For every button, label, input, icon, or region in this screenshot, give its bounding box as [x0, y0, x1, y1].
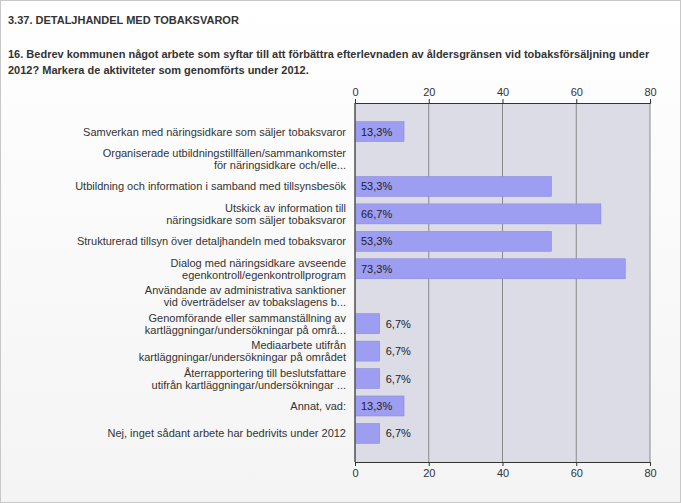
x-axis-top: 0 20 40 60 80 — [352, 86, 656, 104]
axis-line — [355, 103, 356, 462]
tick: Användande av administrativa sanktionerv… — [145, 284, 355, 308]
category-label: Dialog med näringsidkare avseendeegenkon… — [171, 257, 347, 281]
tick-mark — [429, 462, 430, 466]
category-label: Återrapportering till beslutsfattareutif… — [152, 367, 346, 391]
tick-mark — [355, 462, 356, 466]
tick: 20 — [423, 86, 435, 103]
bar — [355, 423, 380, 443]
data-label: 53,3% — [361, 235, 392, 247]
tick: Annat, vad: — [290, 400, 355, 412]
tick-mark — [503, 99, 504, 103]
axis-line — [356, 463, 651, 467]
bar — [355, 369, 380, 389]
grid — [355, 103, 650, 462]
tick: Strukturerad tillsyn över detaljhandeln … — [77, 235, 355, 247]
chart: 3.37. DETALJHANDEL MED TOBAKSVAROR 16. Be… — [0, 0, 681, 503]
data-label: 6,7% — [386, 373, 411, 385]
data-label: 53,3% — [361, 180, 392, 192]
frame — [1, 1, 681, 503]
data-label: 66,7% — [361, 208, 392, 220]
bar — [355, 341, 380, 361]
grid-line — [650, 103, 651, 462]
category-label: Annat, vad: — [290, 400, 346, 412]
data-labels: 13,3% 53,3% 66,7% 53,3% 73,3% 6,7% 6,7% 6,7% 13,… — [361, 126, 411, 440]
tick: Mediaarbete utifrånkartläggningar/unders… — [139, 339, 355, 363]
category-label: Användande av administrativa sanktionerv… — [145, 284, 347, 308]
tick: Återrapportering till beslutsfattareutif… — [152, 367, 355, 391]
title: 3.37. DETALJHANDEL MED TOBAKSVAROR — [8, 14, 239, 26]
grid-line — [355, 103, 356, 462]
tick-label: 60 — [571, 467, 583, 479]
data-label: 13,3% — [361, 400, 392, 412]
tick-mark — [503, 462, 504, 466]
grid-line — [576, 103, 577, 462]
tick: Dialog med näringsidkare avseendeegenkon… — [171, 257, 356, 281]
tick: 80 — [644, 462, 656, 479]
grid-line — [502, 103, 503, 462]
tick: Utskick av information tillnäringsidkare… — [166, 202, 355, 226]
tick: Samverkan med näringsidkare som säljer t… — [83, 126, 355, 138]
category-label: Utskick av information tillnäringsidkare… — [166, 202, 346, 226]
tick: 20 — [423, 462, 435, 479]
tick-label: 0 — [352, 467, 358, 479]
data-label: 6,7% — [386, 345, 411, 357]
tick: Genomförande eller sammanställning avkar… — [145, 312, 355, 336]
data-label: 13,3% — [361, 126, 392, 138]
tick-mark — [650, 462, 651, 466]
tick-mark — [650, 99, 651, 103]
bar — [355, 176, 552, 196]
tick-label: 60 — [571, 86, 583, 98]
tick-mark — [576, 462, 577, 466]
tick: 60 — [571, 86, 583, 103]
category-label: Utbildning och information i samband med… — [75, 180, 346, 192]
tick-label: 20 — [423, 86, 435, 98]
tick-label: 0 — [352, 86, 358, 98]
subtitle: 16. Bedrev kommunen något arbete som syf… — [8, 48, 650, 76]
tick-label: 40 — [497, 467, 509, 479]
tick: 0 — [352, 462, 358, 479]
data-label: 6,7% — [386, 427, 411, 439]
bar — [355, 314, 380, 334]
y-axis: Samverkan med näringsidkare som säljer t… — [75, 103, 355, 462]
tick-mark — [576, 99, 577, 103]
grid-line — [428, 103, 429, 462]
category-label: Nej, inget sådant arbete har bedrivits u… — [108, 427, 347, 439]
bar — [355, 204, 601, 224]
axis-line — [356, 99, 651, 104]
category-label: Mediaarbete utifrånkartläggningar/unders… — [139, 339, 346, 363]
category-label: Strukturerad tillsyn över detaljhandeln … — [77, 235, 346, 247]
tick: Utbildning och information i samband med… — [75, 180, 355, 192]
tick-label: 80 — [644, 86, 656, 98]
category-label: Organiserade utbildningstillfällen/samma… — [103, 147, 347, 171]
x-axis-bottom: 0 20 40 60 80 — [352, 462, 656, 479]
category-label: Samverkan med näringsidkare som säljer t… — [83, 126, 346, 138]
tick-label: 40 — [497, 86, 509, 98]
tick: 0 — [352, 86, 358, 103]
tick: 80 — [644, 86, 656, 103]
tick: Organiserade utbildningstillfällen/samma… — [103, 147, 355, 171]
tick: 60 — [571, 462, 583, 479]
tick: 40 — [497, 86, 509, 103]
tick-label: 20 — [423, 467, 435, 479]
plot-area — [355, 103, 650, 462]
data-label: 6,7% — [386, 318, 411, 330]
category-label: Genomförande eller sammanställning avkar… — [145, 312, 347, 336]
bar — [355, 122, 404, 142]
tick: 40 — [497, 462, 509, 479]
bars — [355, 122, 625, 444]
bar — [355, 231, 552, 251]
tick-mark — [355, 99, 356, 103]
bar — [355, 396, 404, 416]
tick-mark — [429, 99, 430, 103]
bar — [355, 259, 625, 279]
tick-label: 80 — [644, 467, 656, 479]
data-label: 73,3% — [361, 263, 392, 275]
tick: Nej, inget sådant arbete har bedrivits u… — [108, 427, 356, 439]
